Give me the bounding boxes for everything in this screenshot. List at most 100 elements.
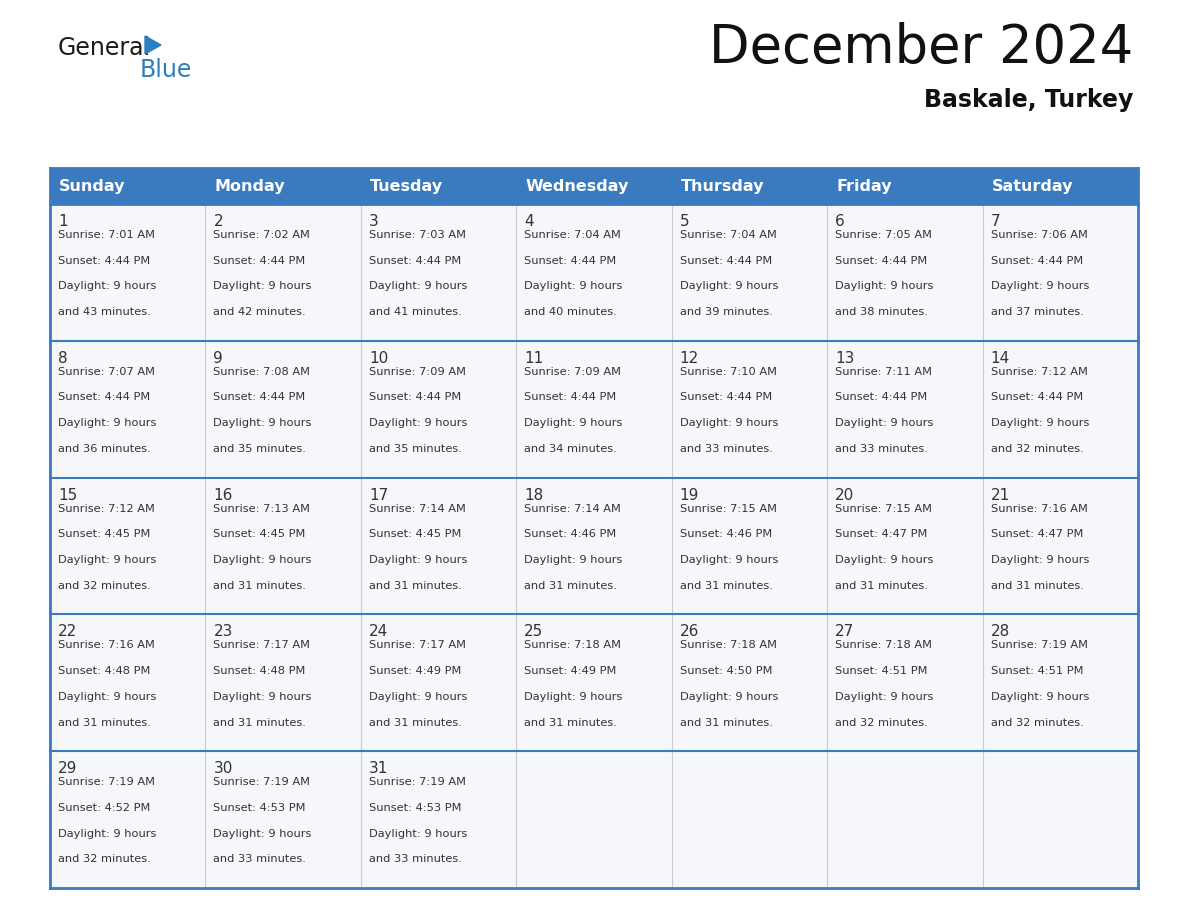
Text: 7: 7 [991, 214, 1000, 229]
Text: Daylight: 9 hours: Daylight: 9 hours [214, 419, 311, 428]
Text: and 31 minutes.: and 31 minutes. [368, 718, 462, 727]
Text: Sunset: 4:44 PM: Sunset: 4:44 PM [524, 393, 617, 402]
Text: Daylight: 9 hours: Daylight: 9 hours [835, 692, 934, 701]
Text: Sunset: 4:45 PM: Sunset: 4:45 PM [368, 530, 461, 539]
Text: and 31 minutes.: and 31 minutes. [58, 718, 151, 727]
Text: and 31 minutes.: and 31 minutes. [680, 581, 772, 590]
Text: and 35 minutes.: and 35 minutes. [368, 444, 462, 453]
Text: 11: 11 [524, 351, 544, 365]
Text: Sunrise: 7:12 AM: Sunrise: 7:12 AM [991, 367, 1087, 376]
Text: Sunset: 4:47 PM: Sunset: 4:47 PM [991, 530, 1083, 539]
Bar [206, 751, 361, 888]
Text: Daylight: 9 hours: Daylight: 9 hours [680, 419, 778, 428]
Text: Sunrise: 7:11 AM: Sunrise: 7:11 AM [835, 367, 933, 376]
Text: Sunday: Sunday [59, 178, 126, 194]
Text: Daylight: 9 hours: Daylight: 9 hours [991, 419, 1089, 428]
Text: Sunset: 4:45 PM: Sunset: 4:45 PM [58, 530, 151, 539]
Text: and 31 minutes.: and 31 minutes. [835, 581, 928, 590]
Text: Sunrise: 7:19 AM: Sunrise: 7:19 AM [214, 778, 310, 788]
Text: 8: 8 [58, 351, 68, 365]
Text: 6: 6 [835, 214, 845, 229]
Text: Sunset: 4:49 PM: Sunset: 4:49 PM [524, 666, 617, 676]
Text: Daylight: 9 hours: Daylight: 9 hours [524, 692, 623, 701]
Text: Daylight: 9 hours: Daylight: 9 hours [368, 282, 467, 291]
Text: General: General [58, 36, 151, 60]
Text: 29: 29 [58, 761, 77, 777]
Text: and 33 minutes.: and 33 minutes. [680, 444, 772, 453]
Bar [982, 614, 1138, 751]
Bar [517, 614, 671, 751]
Text: Sunrise: 7:16 AM: Sunrise: 7:16 AM [58, 641, 154, 650]
Text: Monday: Monday [214, 178, 285, 194]
Text: Daylight: 9 hours: Daylight: 9 hours [680, 692, 778, 701]
Text: Blue: Blue [140, 58, 192, 82]
Text: Daylight: 9 hours: Daylight: 9 hours [214, 282, 311, 291]
Text: Daylight: 9 hours: Daylight: 9 hours [835, 555, 934, 565]
Bar [671, 477, 827, 614]
Text: 24: 24 [368, 624, 388, 640]
Text: and 32 minutes.: and 32 minutes. [58, 581, 151, 590]
Text: Thursday: Thursday [681, 178, 764, 194]
Bar [671, 614, 827, 751]
Text: 5: 5 [680, 214, 689, 229]
Text: and 37 minutes.: and 37 minutes. [991, 308, 1083, 317]
Text: and 31 minutes.: and 31 minutes. [214, 718, 307, 727]
Text: Sunset: 4:49 PM: Sunset: 4:49 PM [368, 666, 461, 676]
Bar [517, 204, 671, 341]
Bar [517, 341, 671, 477]
Text: Sunrise: 7:17 AM: Sunrise: 7:17 AM [368, 641, 466, 650]
Text: 17: 17 [368, 487, 388, 502]
Text: Daylight: 9 hours: Daylight: 9 hours [214, 555, 311, 565]
Text: Sunset: 4:44 PM: Sunset: 4:44 PM [214, 393, 305, 402]
Bar [50, 477, 206, 614]
Text: December 2024: December 2024 [709, 22, 1133, 74]
Text: Sunrise: 7:14 AM: Sunrise: 7:14 AM [368, 504, 466, 513]
Bar [361, 341, 517, 477]
Bar [827, 168, 982, 204]
Text: 20: 20 [835, 487, 854, 502]
Text: 26: 26 [680, 624, 699, 640]
Text: Sunrise: 7:18 AM: Sunrise: 7:18 AM [524, 641, 621, 650]
Text: and 31 minutes.: and 31 minutes. [214, 581, 307, 590]
Bar [982, 477, 1138, 614]
Bar [982, 751, 1138, 888]
Text: Sunset: 4:51 PM: Sunset: 4:51 PM [835, 666, 928, 676]
Text: Sunset: 4:48 PM: Sunset: 4:48 PM [214, 666, 305, 676]
Text: Daylight: 9 hours: Daylight: 9 hours [368, 829, 467, 839]
Text: 1: 1 [58, 214, 68, 229]
Text: Sunrise: 7:08 AM: Sunrise: 7:08 AM [214, 367, 310, 376]
Text: Sunset: 4:44 PM: Sunset: 4:44 PM [58, 256, 150, 265]
Text: and 39 minutes.: and 39 minutes. [680, 308, 772, 317]
Text: Daylight: 9 hours: Daylight: 9 hours [58, 419, 157, 428]
Text: Sunrise: 7:18 AM: Sunrise: 7:18 AM [835, 641, 933, 650]
Text: and 36 minutes.: and 36 minutes. [58, 444, 151, 453]
Text: Tuesday: Tuesday [369, 178, 443, 194]
Text: Sunset: 4:50 PM: Sunset: 4:50 PM [680, 666, 772, 676]
Text: 28: 28 [991, 624, 1010, 640]
Text: 4: 4 [524, 214, 533, 229]
Text: Sunset: 4:44 PM: Sunset: 4:44 PM [368, 393, 461, 402]
Bar [361, 614, 517, 751]
Bar [206, 168, 361, 204]
Bar [827, 751, 982, 888]
Text: 19: 19 [680, 487, 699, 502]
Text: 2: 2 [214, 214, 223, 229]
Bar [827, 614, 982, 751]
Text: and 41 minutes.: and 41 minutes. [368, 308, 462, 317]
Text: Sunset: 4:44 PM: Sunset: 4:44 PM [214, 256, 305, 265]
Text: and 42 minutes.: and 42 minutes. [214, 308, 307, 317]
Text: Sunrise: 7:17 AM: Sunrise: 7:17 AM [214, 641, 310, 650]
Text: and 31 minutes.: and 31 minutes. [524, 581, 617, 590]
Text: and 31 minutes.: and 31 minutes. [991, 581, 1083, 590]
Text: Sunrise: 7:19 AM: Sunrise: 7:19 AM [991, 641, 1087, 650]
Text: 23: 23 [214, 624, 233, 640]
Text: Sunset: 4:44 PM: Sunset: 4:44 PM [368, 256, 461, 265]
Bar [206, 614, 361, 751]
Text: Sunset: 4:44 PM: Sunset: 4:44 PM [58, 393, 150, 402]
Bar [517, 477, 671, 614]
Text: Sunrise: 7:15 AM: Sunrise: 7:15 AM [835, 504, 933, 513]
Bar [982, 204, 1138, 341]
Bar [206, 341, 361, 477]
Bar [50, 341, 206, 477]
Text: Daylight: 9 hours: Daylight: 9 hours [991, 282, 1089, 291]
